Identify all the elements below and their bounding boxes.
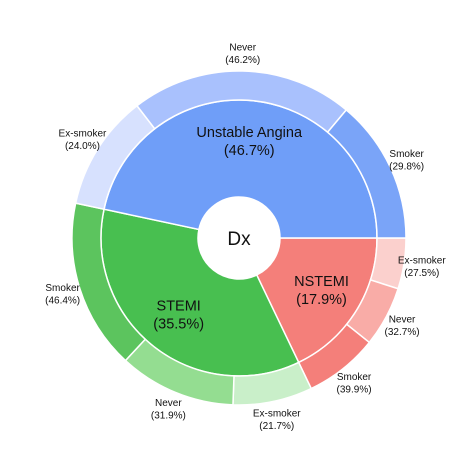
outer-label-nstemi-smoker-line-2: (39.9%) <box>337 385 372 396</box>
inner-label-nstemi-line-1: NSTEMI <box>294 274 349 290</box>
outer-label-stemi-ex-smoker: Ex-smoker (21.7%) <box>253 408 301 432</box>
inner-ring <box>100 99 378 377</box>
inner-label-stemi-line-1: STEMI <box>157 299 201 315</box>
outer-label-unstable-angina-never-line-1: Never <box>229 42 256 53</box>
outer-ring <box>71 70 407 406</box>
outer-label-stemi-smoker-line-1: Smoker <box>45 283 80 294</box>
outer-label-unstable-angina-ex-smoker-line-1: Ex-smoker <box>59 129 107 140</box>
inner-label-unstable-angina-line-2: (46.7%) <box>224 143 275 159</box>
center-hole <box>198 197 280 279</box>
outer-label-stemi-smoker: Smoker (46.4%) <box>45 283 80 307</box>
outer-label-nstemi-ex-smoker: Ex-smoker (27.5%) <box>398 256 446 280</box>
outer-label-nstemi-ex-smoker-line-2: (27.5%) <box>404 268 439 279</box>
inner-label-nstemi-line-2: (17.9%) <box>296 292 347 308</box>
outer-label-nstemi-never-line-1: Never <box>389 315 416 326</box>
outer-label-stemi-ex-smoker-line-2: (21.7%) <box>259 421 294 432</box>
outer-label-stemi-never: Never (31.9%) <box>151 398 186 422</box>
labels: NSTEMI (17.9%)Ex-smoker (27.5%)Never (32.7%… <box>45 42 446 432</box>
outer-label-nstemi-never-line-2: (32.7%) <box>385 327 420 338</box>
outer-slice-unstable-angina-smoker <box>326 108 407 239</box>
outer-label-nstemi-smoker-line-1: Smoker <box>337 372 372 383</box>
outer-label-unstable-angina-ex-smoker: Ex-smoker (24.0%) <box>59 129 107 153</box>
inner-label-stemi-line-2: (35.5%) <box>153 317 204 333</box>
inner-label-stemi: STEMI (35.5%) <box>153 299 204 333</box>
outer-label-unstable-angina-never: Never (46.2%) <box>225 42 260 66</box>
outer-label-stemi-never-line-2: (31.9%) <box>151 411 186 422</box>
outer-label-stemi-smoker-line-2: (46.4%) <box>45 296 80 307</box>
outer-label-nstemi-ex-smoker-line-1: Ex-smoker <box>398 256 446 267</box>
outer-label-nstemi-smoker: Smoker (39.9%) <box>337 372 372 396</box>
center-label: Dx <box>227 229 251 250</box>
outer-label-nstemi-never: Never (32.7%) <box>385 315 420 339</box>
outer-label-stemi-ex-smoker-line-1: Ex-smoker <box>253 408 301 419</box>
outer-label-unstable-angina-smoker-line-2: (29.8%) <box>389 161 424 172</box>
inner-label-unstable-angina: Unstable Angina (46.7%) <box>196 125 303 159</box>
outer-label-unstable-angina-smoker-line-1: Smoker <box>389 149 424 160</box>
outer-label-unstable-angina-smoker: Smoker (29.8%) <box>389 149 424 173</box>
inner-label-nstemi: NSTEMI (17.9%) <box>294 274 349 308</box>
outer-label-unstable-angina-never-line-2: (46.2%) <box>225 55 260 66</box>
inner-label-unstable-angina-line-1: Unstable Angina <box>196 125 303 141</box>
outer-label-unstable-angina-ex-smoker-line-2: (24.0%) <box>65 141 100 152</box>
outer-label-stemi-never-line-1: Never <box>155 398 182 409</box>
